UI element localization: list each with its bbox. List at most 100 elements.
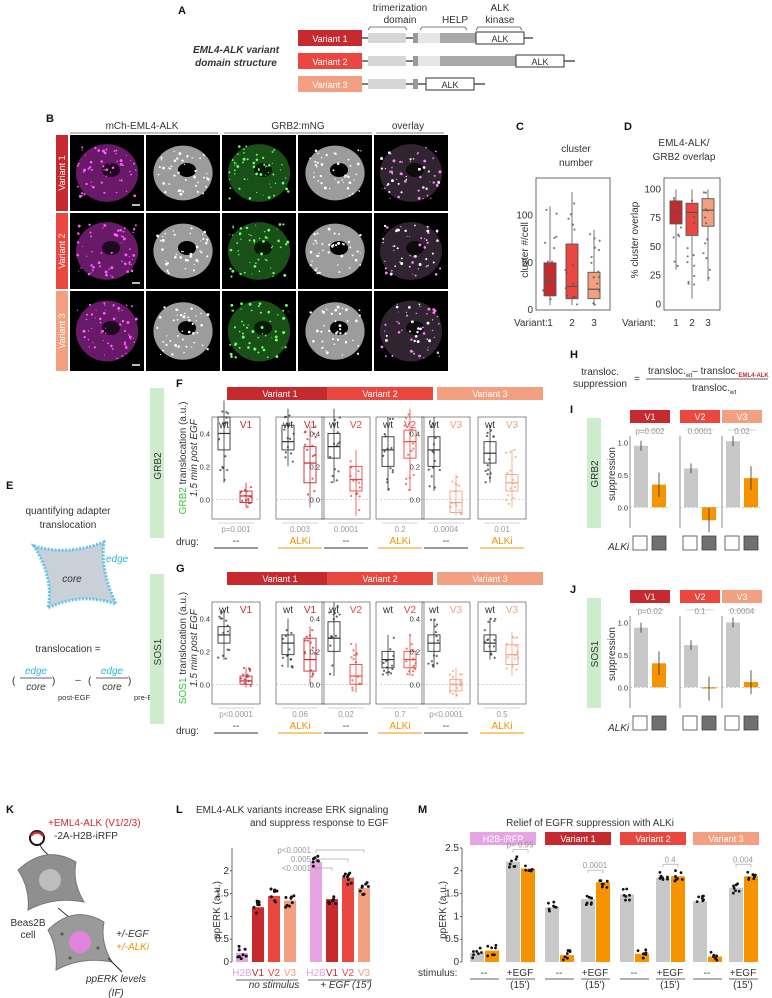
fluor-dot [92, 265, 95, 269]
data-point [427, 662, 430, 665]
fluor-dot [433, 336, 435, 339]
fluor-dot [418, 263, 422, 267]
fluor-dot [398, 322, 401, 325]
bar-no-alki [634, 627, 648, 688]
cluster-dot [197, 181, 199, 184]
variant-header-bar [327, 387, 433, 400]
cluster-dot [192, 269, 195, 272]
fluor-dot [380, 345, 384, 349]
bar-no-alki [684, 645, 698, 688]
cluster-dot [191, 346, 193, 348]
panel-g-ylabel: SOS1 translocation (a.u.) [178, 592, 189, 704]
cluster-dot [330, 312, 334, 315]
fluor-dot [131, 258, 133, 261]
fluor-dot [426, 229, 430, 233]
data-point [389, 467, 392, 470]
data-point [704, 216, 707, 219]
cluster-dot [181, 250, 183, 253]
data-point [329, 636, 332, 640]
fluor-dot [401, 161, 403, 163]
fluor-dot [274, 330, 277, 333]
cluster-dot [176, 318, 179, 321]
data-point [385, 671, 388, 674]
data-point [686, 247, 689, 250]
data-point [489, 472, 492, 475]
data-point [386, 478, 389, 481]
stim-egf: +EGF [582, 968, 608, 979]
data-point [674, 869, 677, 873]
fluor-dot [389, 153, 392, 155]
data-point [506, 494, 509, 497]
data-point [290, 901, 294, 905]
fluor-dot [236, 242, 239, 244]
fluor-dot [420, 237, 423, 240]
data-point [549, 298, 552, 301]
fluor-dot [253, 265, 257, 268]
svg-text:): ) [52, 676, 55, 687]
data-point [573, 202, 576, 205]
fluor-dot [103, 169, 105, 171]
data-point [349, 474, 352, 478]
data-point [644, 953, 648, 956]
data-point [679, 871, 683, 875]
data-point [511, 635, 514, 639]
cluster-dot [328, 243, 331, 246]
fluor-dot [400, 257, 403, 260]
fluor-dot [115, 149, 118, 152]
data-point [514, 857, 518, 861]
fluor-dot [259, 173, 263, 176]
fluor-dot [270, 186, 272, 188]
data-point [334, 902, 338, 906]
stim-egf: +EGF [657, 968, 683, 979]
cluster-dot [202, 238, 205, 241]
cluster-dot [314, 239, 317, 242]
data-point [388, 670, 391, 674]
fluor-dot [90, 235, 92, 238]
data-point [707, 276, 710, 279]
data-point [218, 615, 221, 618]
fluor-dot [80, 267, 82, 269]
variant-2-tag-label: Variant 2 [312, 57, 347, 67]
data-point [304, 639, 307, 642]
fluor-dot [87, 167, 90, 170]
fluor-dot [405, 178, 408, 181]
panel-g-ylabel-2: 1.5 min post EGF [189, 608, 200, 687]
data-point [590, 261, 593, 264]
fluor-dot [262, 348, 266, 352]
fluor-dot [423, 238, 425, 240]
data-point [509, 487, 512, 490]
cluster-dot [162, 166, 165, 170]
variant-header: Variant 3 [472, 574, 507, 584]
fluor-dot [94, 317, 96, 319]
data-point [252, 905, 256, 909]
fluor-dot [123, 262, 127, 266]
fluor-dot [264, 334, 267, 337]
fluor-dot [439, 267, 442, 270]
x-tick-label: V3 [358, 968, 371, 979]
fluor-dot [397, 228, 400, 232]
fluor-dot [267, 237, 269, 239]
data-point [593, 303, 596, 306]
data-point [220, 612, 223, 615]
y-tick-label: 0 [655, 299, 661, 310]
fluor-dot [408, 236, 410, 238]
data-point [391, 417, 394, 421]
fluor-dot [230, 275, 233, 278]
data-point [589, 233, 592, 236]
fluor-dot [380, 157, 384, 160]
data-point [622, 893, 626, 897]
p-bracket [315, 867, 333, 871]
fluor-dot [384, 330, 386, 332]
data-point [336, 431, 339, 434]
data-point [286, 653, 290, 657]
fluor-dot [82, 170, 85, 173]
fluor-dot [414, 255, 417, 258]
p-bracket [315, 858, 349, 862]
data-point [346, 878, 350, 882]
data-point [451, 683, 455, 686]
fluor-dot [121, 319, 125, 323]
data-point [515, 668, 518, 671]
data-point [290, 631, 293, 634]
p-value: p=0.02 [638, 607, 663, 616]
